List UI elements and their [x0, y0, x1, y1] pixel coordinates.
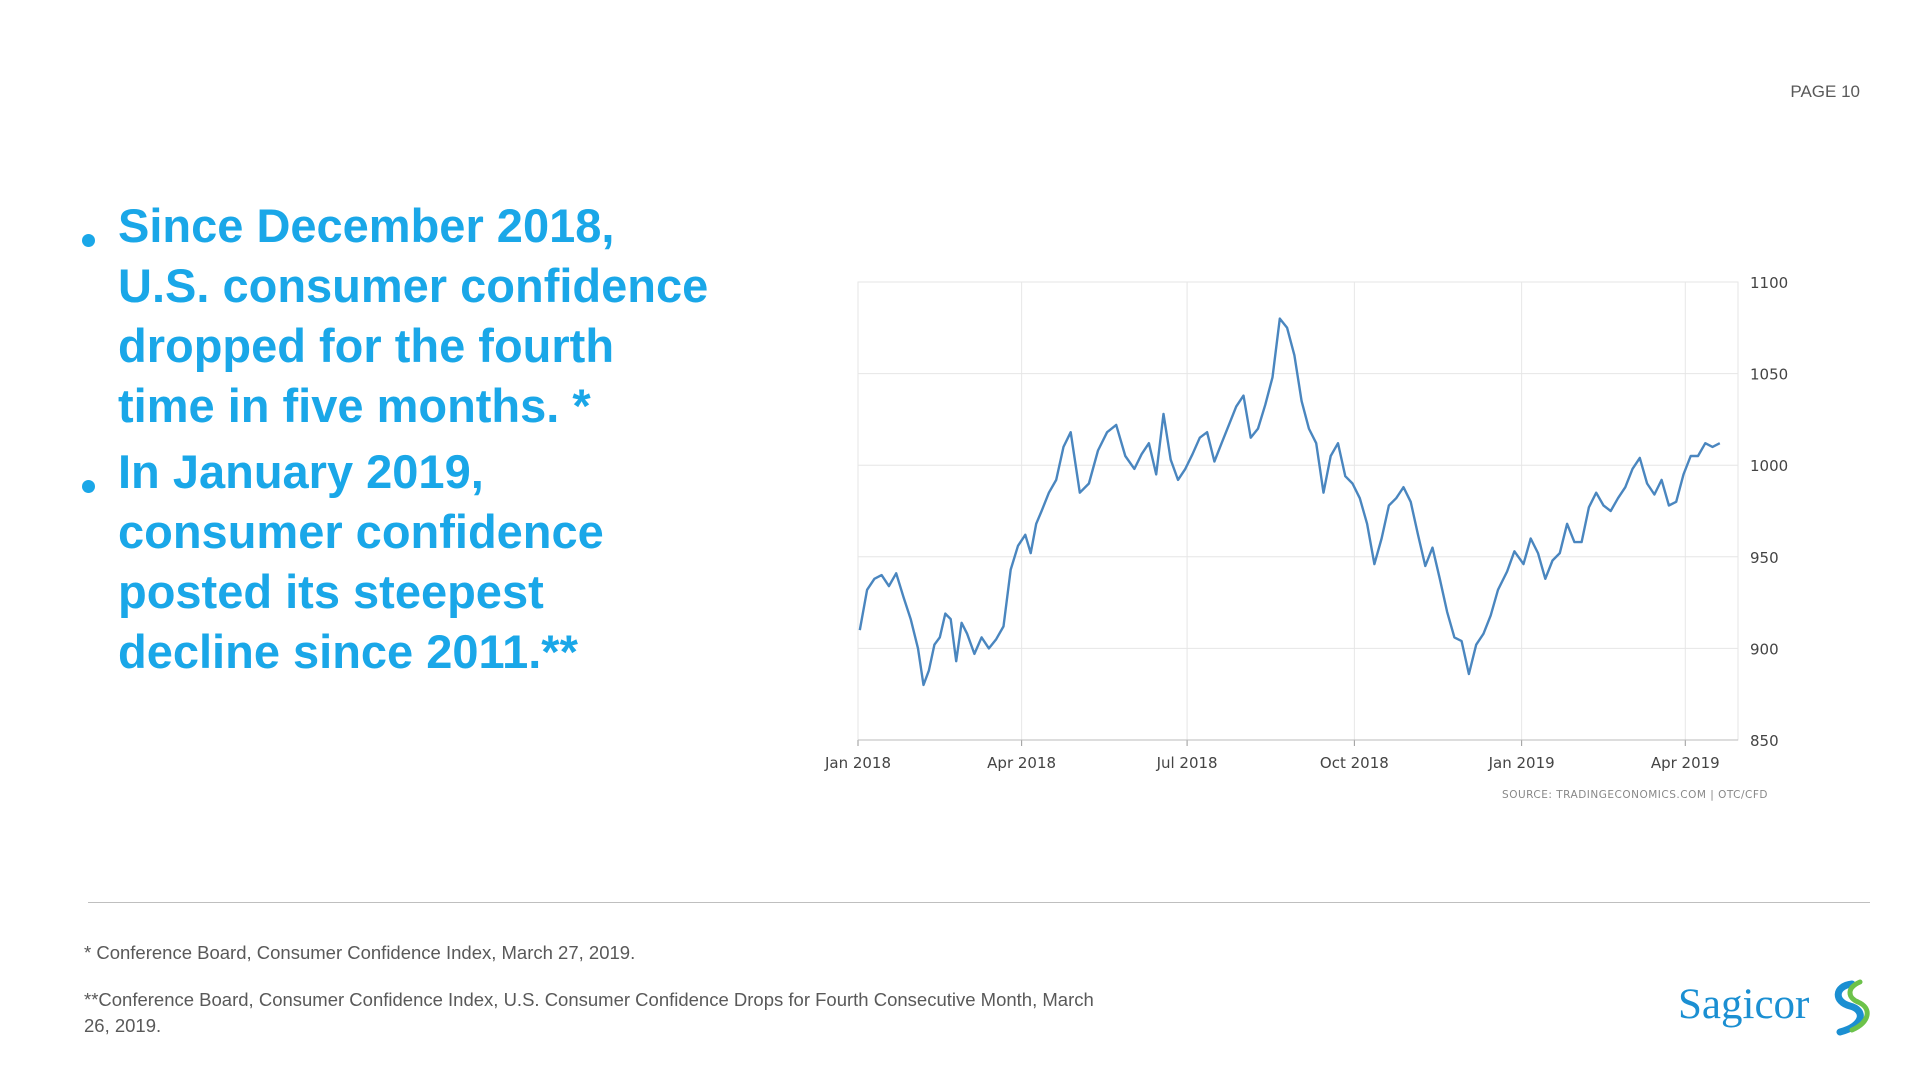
bullet-list: Since December 2018, U.S. consumer confi… [76, 196, 716, 688]
bullet-item: In January 2019, consumer confidence pos… [76, 442, 716, 682]
bullet-text: Since December 2018, U.S. consumer confi… [118, 199, 709, 432]
logo-wordmark: Sagicor [1678, 981, 1810, 1028]
series-line [858, 317, 1721, 687]
y-tick-label: 850 [1750, 732, 1779, 750]
y-tick-label: 900 [1750, 640, 1779, 658]
x-tick-label: Jan 2018 [824, 754, 891, 772]
y-tick-label: 1100 [1750, 274, 1788, 292]
bullet-dot-icon [82, 234, 95, 247]
y-tick-label: 1050 [1750, 366, 1788, 384]
x-tick-label: Oct 2018 [1320, 754, 1389, 772]
y-tick-label: 950 [1750, 549, 1779, 567]
bullet-text: In January 2019, consumer confidence pos… [118, 445, 604, 678]
sagicor-logo: Sagicor [1678, 979, 1878, 1040]
page-number: PAGE 10 [1790, 82, 1860, 101]
plot-frame [857, 281, 1739, 741]
footnote-2: **Conference Board, Consumer Confidence … [84, 989, 1094, 1036]
x-tick-label: Apr 2019 [1651, 754, 1720, 772]
chart-svg: 850 900 950 1000 1050 1100 Jan 2018 Apr 2018 Jul… [824, 274, 1788, 801]
x-tick-label: Jul 2018 [1156, 754, 1218, 772]
x-tick-label: Jan 2019 [1488, 754, 1555, 772]
x-tick-label: Apr 2018 [987, 754, 1056, 772]
bullet-item: Since December 2018, U.S. consumer confi… [76, 196, 716, 436]
bullet-dot-icon [82, 480, 95, 493]
footnote-1: * Conference Board, Consumer Confidence … [84, 942, 636, 963]
logo-swoosh-icon [1834, 979, 1870, 1036]
y-tick-label: 1000 [1750, 457, 1788, 475]
chart-source: SOURCE: TRADINGECONOMICS.COM | OTC/CFD [1502, 789, 1768, 801]
consumer-confidence-chart: 850 900 950 1000 1050 1100 Jan 2018 Apr 2018 Jul… [818, 262, 1790, 822]
divider [88, 902, 1870, 903]
